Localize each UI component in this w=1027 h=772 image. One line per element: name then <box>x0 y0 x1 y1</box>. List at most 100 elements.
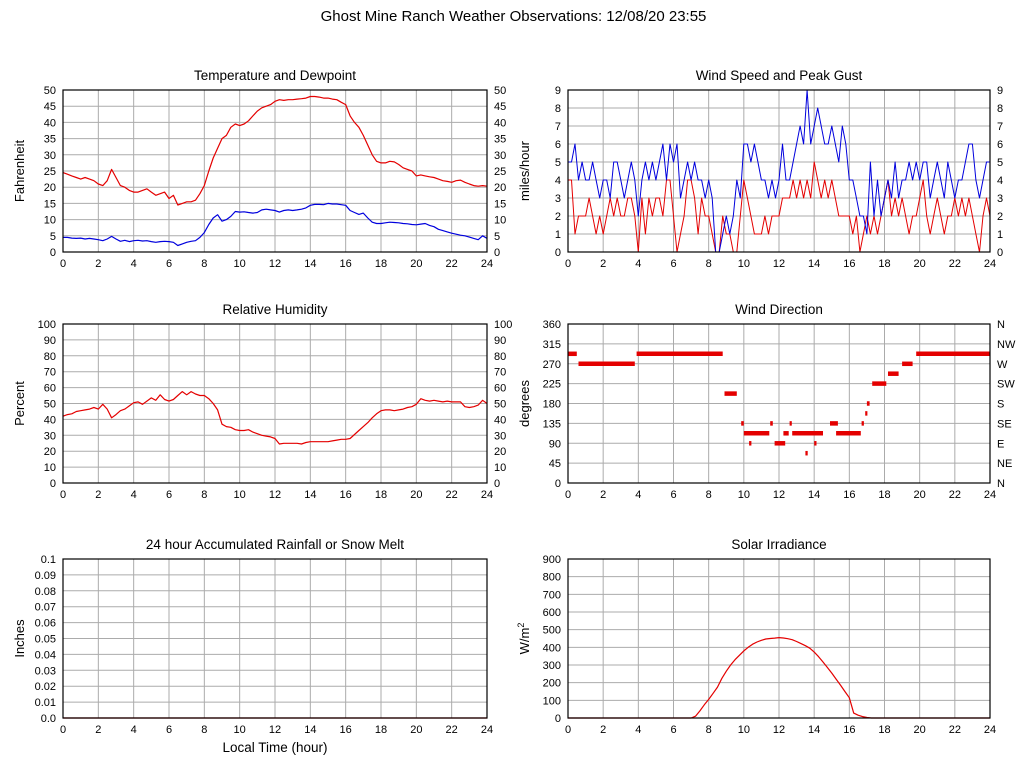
page-title: Ghost Mine Ranch Weather Observations: 1… <box>320 8 707 25</box>
grid <box>62 558 488 719</box>
svg-text:0: 0 <box>60 489 66 501</box>
svg-text:24: 24 <box>984 258 996 270</box>
svg-text:18: 18 <box>878 489 890 501</box>
svg-text:14: 14 <box>304 489 316 501</box>
svg-text:6: 6 <box>670 258 676 270</box>
svg-text:50: 50 <box>44 399 56 411</box>
svg-text:0: 0 <box>60 258 66 270</box>
svg-text:30: 30 <box>494 150 506 162</box>
svg-text:0: 0 <box>555 713 561 725</box>
plot-border <box>62 558 488 719</box>
chart-wind-speed-peak-gust: 0 2 4 6 8 10 12 14 16 18 20 22 240 01 12 23 34 45 56 67 78 89… <box>517 68 1003 270</box>
svg-text:12: 12 <box>269 489 281 501</box>
svg-text:14: 14 <box>808 258 820 270</box>
chart-title: Solar Irradiance <box>731 537 826 552</box>
svg-text:0.08: 0.08 <box>35 586 56 598</box>
svg-text:0: 0 <box>565 724 571 736</box>
svg-text:100: 100 <box>543 695 561 707</box>
svg-text:200: 200 <box>543 678 561 690</box>
svg-text:40: 40 <box>494 414 506 426</box>
y-axis-label: Percent <box>12 381 27 426</box>
svg-text:300: 300 <box>543 660 561 672</box>
svg-text:10: 10 <box>234 258 246 270</box>
chart-title: 24 hour Accumulated Rainfall or Snow Mel… <box>146 537 404 552</box>
svg-text:0: 0 <box>565 258 571 270</box>
svg-text:30: 30 <box>494 430 506 442</box>
svg-text:2: 2 <box>555 211 561 223</box>
svg-text:10: 10 <box>738 258 750 270</box>
y-axis-label: Fahrenheit <box>12 140 27 203</box>
svg-text:10: 10 <box>44 462 56 474</box>
series-temperature <box>62 95 488 206</box>
svg-text:100: 100 <box>494 319 512 331</box>
svg-text:360: 360 <box>543 319 561 331</box>
svg-text:0.1: 0.1 <box>41 554 56 566</box>
plot-border <box>62 89 488 253</box>
svg-text:10: 10 <box>234 489 246 501</box>
svg-text:18: 18 <box>878 258 890 270</box>
svg-text:20: 20 <box>914 489 926 501</box>
svg-text:3: 3 <box>997 193 1003 205</box>
svg-text:0.0: 0.0 <box>41 713 56 725</box>
svg-text:S: S <box>997 399 1004 411</box>
svg-text:NW: NW <box>997 339 1016 351</box>
series-humidity <box>62 390 488 445</box>
grid <box>567 89 991 253</box>
svg-text:0: 0 <box>565 489 571 501</box>
svg-text:3: 3 <box>555 193 561 205</box>
axis-tick-labels: 0 2 4 6 8 10 12 14 16 18 20 22 240100200300400500600… <box>543 554 996 736</box>
svg-text:225: 225 <box>543 379 561 391</box>
svg-text:16: 16 <box>843 724 855 736</box>
svg-text:12: 12 <box>269 724 281 736</box>
svg-text:15: 15 <box>494 198 506 210</box>
svg-text:2: 2 <box>997 211 1003 223</box>
svg-text:2: 2 <box>600 489 606 501</box>
svg-text:N: N <box>997 478 1005 490</box>
svg-text:18: 18 <box>878 724 890 736</box>
series-dewpoint <box>63 202 488 247</box>
svg-text:12: 12 <box>773 724 785 736</box>
svg-text:0: 0 <box>60 724 66 736</box>
svg-text:70: 70 <box>494 367 506 379</box>
svg-text:6: 6 <box>166 258 172 270</box>
svg-text:24: 24 <box>481 258 493 270</box>
svg-text:500: 500 <box>543 625 561 637</box>
chart-solar-irradiance: 0 2 4 6 8 10 12 14 16 18 20 22 240100200300400500600… <box>516 537 996 736</box>
svg-text:2: 2 <box>95 724 101 736</box>
svg-text:50: 50 <box>44 85 56 97</box>
x-axis-label: Local Time (hour) <box>222 740 327 755</box>
svg-text:0.04: 0.04 <box>35 649 56 661</box>
plot-border <box>567 558 991 719</box>
svg-text:0.06: 0.06 <box>35 618 56 630</box>
svg-text:80: 80 <box>494 351 506 363</box>
svg-text:30: 30 <box>44 430 56 442</box>
svg-text:18: 18 <box>375 724 387 736</box>
chart-title: Temperature and Dewpoint <box>194 68 356 83</box>
svg-text:14: 14 <box>304 258 316 270</box>
plot-border <box>567 89 991 253</box>
svg-text:315: 315 <box>543 339 561 351</box>
svg-text:45: 45 <box>44 101 56 113</box>
svg-text:9: 9 <box>555 85 561 97</box>
plot-border <box>567 323 991 484</box>
svg-text:22: 22 <box>949 724 961 736</box>
svg-text:25: 25 <box>44 166 56 178</box>
svg-text:5: 5 <box>555 157 561 169</box>
svg-text:6: 6 <box>166 724 172 736</box>
svg-text:14: 14 <box>808 724 820 736</box>
svg-text:12: 12 <box>773 489 785 501</box>
grid <box>567 323 991 484</box>
grid <box>62 89 488 253</box>
svg-text:4: 4 <box>131 724 137 736</box>
svg-text:2: 2 <box>95 489 101 501</box>
y-axis-label: Inches <box>12 619 27 658</box>
svg-text:8: 8 <box>201 724 207 736</box>
svg-text:1: 1 <box>555 229 561 241</box>
svg-text:80: 80 <box>44 351 56 363</box>
svg-text:22: 22 <box>949 258 961 270</box>
svg-text:16: 16 <box>843 489 855 501</box>
svg-text:45: 45 <box>494 101 506 113</box>
